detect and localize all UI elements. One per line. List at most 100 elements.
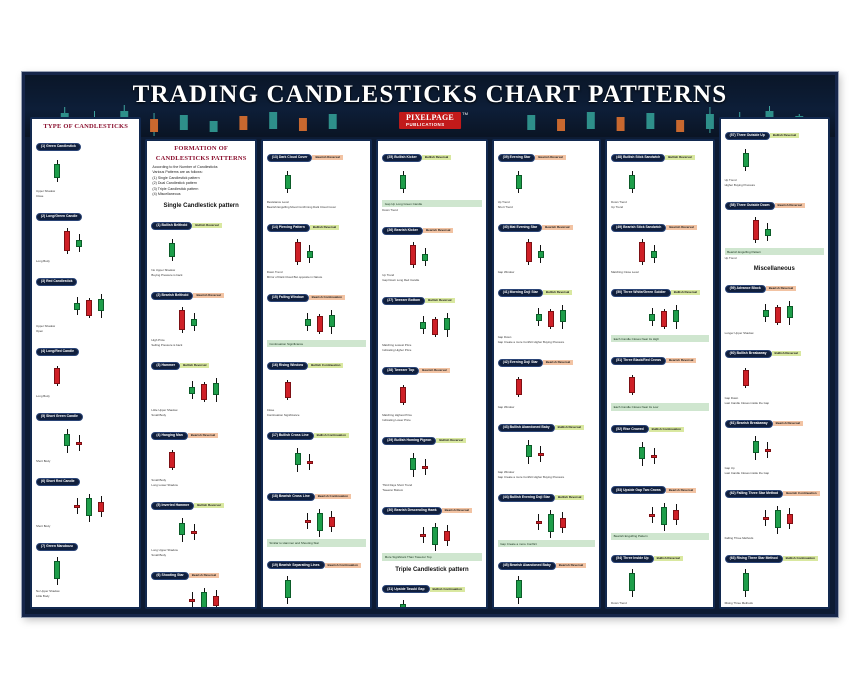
pattern-block[interactable]: (49) Bearish Stick Sandwich Bearish Rever… [609,214,710,276]
bullish-candle [535,308,542,326]
pattern-block[interactable]: (61) Bearish Breakaway Bearish Reversal Ga… [723,410,826,477]
bullish-candle [774,506,781,535]
subhead-single-candlestick: Single Candlestick pattern [163,203,239,210]
column-patterns-48-55: (48) Bullish Stick Sandwich Bullish Rever… [605,139,715,609]
pattern-block[interactable]: (4) Long/Red Candle Long Body [34,338,137,400]
pattern-block[interactable]: (51) Three Black/Red Crows Bearish Revers… [609,347,710,412]
pattern-block[interactable]: (26) Bearish Kicker Bearish Reversal Up Tr… [380,217,483,284]
bearish-candle [294,239,301,265]
pattern-block[interactable]: (59) Advance Block Bearish Reversal Longer… [723,275,826,337]
pattern-block[interactable]: (3) Red Candlestick Upper Shadow Open [34,268,137,335]
pattern-block[interactable]: (50) Three White/Green Soldier Bullish Re… [609,279,710,344]
pattern-block[interactable]: (28) Tweezer Top Bearish Reversal Matching… [380,357,483,424]
candle-body [774,307,781,324]
bullish-candle [444,313,451,338]
candle-body [742,573,749,592]
pattern-block[interactable]: (25) Bullish Kicker Bullish Reversal Gap U… [380,144,483,214]
pattern-block[interactable]: (44) Bullish Evening Doji Star Bullish Re… [496,484,597,549]
pattern-block[interactable]: (13) Dark Cloud Cover Bearish Reversal Res… [265,144,368,211]
pattern-block[interactable]: (63) Rising Three Star Method Bullish Con… [723,545,826,607]
pattern-illustration [725,431,824,465]
pattern-note: Each Candle Closes Near its High [611,335,709,343]
pattern-block[interactable]: (40) Mat Evening Star Bearish Reversal Gap… [496,214,597,276]
pattern-block[interactable]: (7) Green Marubozu No Upper Shadow Little … [34,533,137,600]
pattern-label: (62) Falling Three Star Method [724,490,784,499]
pattern-block[interactable]: (17) Bullish Cross Line Bullish Continuat… [265,422,368,480]
pattern-bias-badge: Bullish Continuation [429,586,465,592]
bearish-candle [74,498,80,514]
candle-body [422,254,429,262]
pattern-block[interactable]: (16) Rising Window Bullish Continuation Cl… [265,352,368,419]
bearish-candle [537,446,544,462]
pattern-block[interactable]: (45) Bearish Abandoned Baby Bearish Rever… [496,552,597,607]
pattern-block[interactable]: (31) Upside Tasuki Gap Bullish Continuati… [380,576,483,607]
pattern-block[interactable]: (3) Hammer Bullish Reversal Little Upper S… [149,352,252,419]
bearish-candle [535,514,542,530]
pattern-block[interactable]: (1) Bullish Belthold Bullish Reversal No U… [149,212,252,279]
pattern-block[interactable]: (15) Falling Window Bearish Continuation C… [265,284,368,349]
bearish-candle [420,527,427,544]
pattern-block[interactable]: (14) Piercing Pattern Bullish Reversal Dow… [265,214,368,281]
pattern-block[interactable]: (42) Evening Doji Star Bearish Reversal Ga… [496,349,597,411]
pattern-block[interactable]: (62) Falling Three Star Method Bearish Co… [723,480,826,542]
pattern-block[interactable]: (30) Bearish Descending Hawk Bearish Reve… [380,497,483,562]
pattern-block[interactable]: (2) Bearish Belthold Bearish Reversal High… [149,282,252,349]
bullish-candle [639,441,646,466]
pattern-bias-badge: Bullish Reversal [309,225,340,230]
pattern-note: Gap Window [497,405,515,409]
pattern-block[interactable]: (58) Three Outside Down Bearish Reversal B… [723,192,826,262]
bearish-candle [179,307,186,334]
pattern-block[interactable]: (41) Morning Doji Star Bullish Reversal Ga… [496,279,597,346]
bullish-candle [764,223,771,241]
pattern-block[interactable]: (43) Bullish Abandoned Baby Bullish Rever… [496,414,597,481]
pattern-block[interactable]: (6) Short Red Candle Short Body [34,468,137,530]
pattern-block[interactable]: (53) Upside Gap Two Crows Bearish Reversa… [609,477,710,542]
bullish-candle [294,448,301,473]
pattern-block[interactable]: (18) Bearish Cross Line Bearish Continuat… [265,483,368,548]
pattern-note: Little Upper Shadow [151,408,178,413]
pattern-block[interactable]: (5) Inverted Hammer Bullish Reversal Long … [149,492,252,559]
pattern-label: (61) Bearish Breakaway [724,420,773,429]
candle-body [306,251,313,258]
pattern-block[interactable]: (5) Short Green Candle Short Body [34,403,137,465]
candle-body [328,315,335,327]
pattern-block[interactable]: (60) Bullish Breakaway Bullish Reversal Ga… [723,340,826,407]
pattern-note: Down Trend [266,270,283,274]
pattern-note: Down Trend [611,200,627,204]
pattern-block[interactable]: (19) Bearish Separating Lines Bearish Con… [265,552,368,607]
pattern-bias-badge: Bullish Reversal [554,425,585,430]
pattern-block[interactable]: (39) Evening Star Bearish Reversal Up Tren… [496,144,597,211]
pattern-label: (63) Rising Three Star Method [724,555,783,564]
pattern-label: (17) Bullish Cross Line [266,432,314,441]
pattern-note: Gap Down [497,335,512,339]
pattern-block[interactable]: (2) Long/Green Candle Long Body [34,203,137,265]
pattern-block[interactable]: (52) Rise Crowed Bullish Continuation [609,416,710,474]
pattern-label: (41) Morning Doji Star [497,288,543,297]
pattern-illustration [36,224,135,258]
pattern-label: (52) Rise Crowed [611,425,649,434]
pattern-block[interactable]: (57) Three Outside Up Bullish Reversal Up … [723,122,826,189]
pattern-bias-badge: Bullish Reversal [194,503,224,509]
column-type-of-candlesticks: TYPE OF CANDLESTICKS (1) Green Candlesti… [30,117,142,609]
candle-body [786,513,793,524]
candle-body [639,446,646,459]
pattern-block[interactable]: (29) Bullish Homing Pigeon Bullish Revers… [380,427,483,494]
pattern-note: Bearish Engulfing Pattern [611,532,709,541]
pattern-note: No Upper Shadow [36,589,60,593]
bearish-candle [284,380,291,401]
pattern-block[interactable]: (27) Tweezer Bottom Bullish Reversal Match… [380,287,483,354]
pattern-note: Up Trend [382,273,395,278]
pattern-block[interactable]: (1) Green Candlestick Upper Shadow Close [34,133,137,200]
candle-body [306,461,313,465]
pattern-block[interactable]: (4) Hanging Man Bearish Reversal Small Bod… [149,422,252,489]
pattern-note: Last Candle Closes inside the Gap [724,471,770,476]
pattern-illustration [267,235,366,269]
pattern-block[interactable]: (54) Three Inside Up Bullish Reversal Down… [609,545,710,607]
intro-line: (2) Dual Candlestick pattern [152,181,197,186]
pattern-block[interactable]: (48) Bullish Stick Sandwich Bullish Rever… [609,144,710,211]
candle-body [559,517,566,528]
bullish-candle [74,297,80,315]
pattern-label: (30) Bearish Descending Hawk [382,507,442,516]
